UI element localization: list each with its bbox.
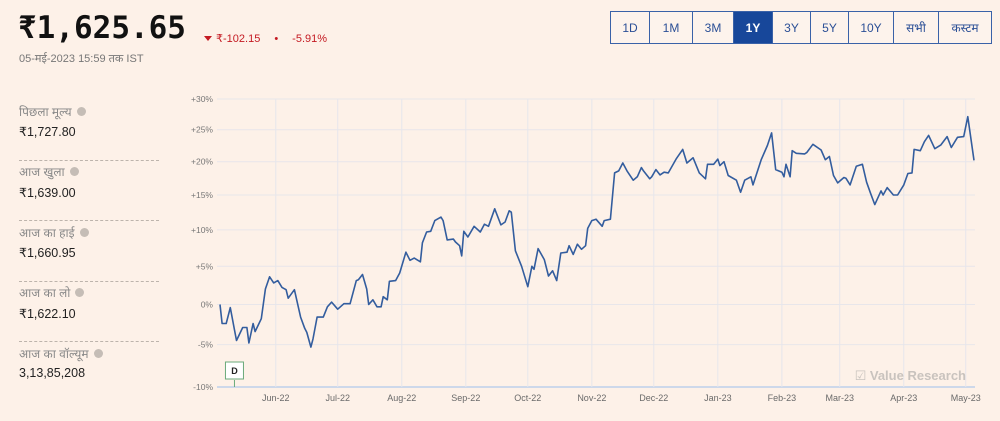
x-tick-label: May-23	[951, 393, 981, 403]
current-price: ₹1,625.65	[18, 10, 186, 46]
y-tick-label: -5%	[198, 340, 214, 350]
x-tick-label: Apr-23	[890, 393, 917, 403]
stat-label: आज का वॉल्यूम	[19, 346, 89, 361]
stat-value: ₹1,639.00	[19, 185, 76, 200]
range-button-0[interactable]: 1D	[611, 12, 650, 43]
range-button-3[interactable]: 1Y	[734, 12, 773, 43]
as-of-timestamp: 05-मई-2023 15:59 तक IST	[19, 53, 144, 65]
separator: •	[274, 32, 279, 45]
x-tick-label: Jun-22	[262, 393, 290, 403]
x-tick-label: Jan-23	[704, 393, 732, 403]
y-tick-label: +20%	[191, 157, 213, 167]
range-button-7[interactable]: सभी	[894, 12, 939, 43]
range-button-6[interactable]: 10Y	[849, 12, 894, 43]
price-line	[219, 115, 975, 348]
info-icon[interactable]	[75, 288, 85, 297]
x-tick-label: Mar-23	[825, 393, 854, 403]
info-icon[interactable]	[79, 227, 89, 237]
info-icon[interactable]	[93, 348, 103, 358]
change-absolute: ₹-102.15	[216, 33, 261, 45]
stats-panel: पिछला मूल्य ₹1,727.80 आज खुला ₹1,639.00 …	[19, 100, 159, 403]
x-tick-label: Aug-22	[387, 393, 416, 403]
stat-label: आज खुला	[19, 165, 65, 179]
x-tick-label: Dec-22	[639, 393, 668, 403]
x-tick-label: Nov-22	[577, 393, 606, 403]
x-tick-label: Sep-22	[451, 393, 480, 403]
range-button-5[interactable]: 5Y	[811, 12, 849, 43]
y-tick-label: +30%	[191, 94, 213, 104]
stat-high: आज का हाई ₹1,660.95	[19, 221, 159, 282]
y-tick-label: 0%	[201, 299, 214, 309]
range-button-8[interactable]: कस्टम	[939, 12, 991, 43]
x-tick-label: Jul-22	[325, 393, 350, 403]
y-tick-label: +15%	[191, 190, 213, 200]
y-tick-label: +10%	[191, 225, 213, 235]
stat-value: ₹1,727.80	[19, 125, 76, 139]
stat-previous-close: पिछला मूल्य ₹1,727.80	[19, 100, 159, 161]
event-marker-box	[224, 361, 244, 380]
event-marker-label: D	[231, 366, 238, 376]
x-tick-label: Feb-23	[768, 393, 797, 403]
y-tick-label: +25%	[191, 125, 213, 135]
stat-value: ₹1,622.10	[19, 306, 76, 321]
y-tick-label: -10%	[193, 382, 213, 392]
range-button-1[interactable]: 1M	[650, 12, 693, 43]
change-percent: -5.91%	[292, 32, 328, 45]
down-arrow-icon	[204, 36, 212, 41]
stat-value: ₹1,660.95	[19, 246, 76, 260]
range-selector: 1D 1M 3M 1Y 3Y 5Y 10Y सभी कस्टम	[610, 11, 992, 44]
info-icon[interactable]	[69, 167, 79, 176]
range-button-4[interactable]: 3Y	[773, 12, 811, 43]
stat-open: आज खुला ₹1,639.00	[19, 161, 159, 221]
price-change: ₹-102.15 • -5.91%	[204, 32, 327, 45]
range-button-2[interactable]: 3M	[693, 12, 734, 43]
stat-value: 3,13,85,208	[19, 366, 86, 380]
stat-low: आज का लो ₹1,622.10	[19, 282, 159, 342]
stat-volume: आज का वॉल्यूम 3,13,85,208	[19, 342, 159, 403]
stat-label: आज का हाई	[19, 225, 75, 240]
stat-label: आज का लो	[19, 286, 71, 300]
stat-label: पिछला मूल्य	[19, 104, 72, 119]
y-tick-label: +5%	[196, 261, 214, 271]
watermark-value-research: ☑ Value Research	[855, 368, 966, 383]
x-tick-label: Oct-22	[514, 393, 541, 403]
info-icon[interactable]	[76, 106, 86, 116]
